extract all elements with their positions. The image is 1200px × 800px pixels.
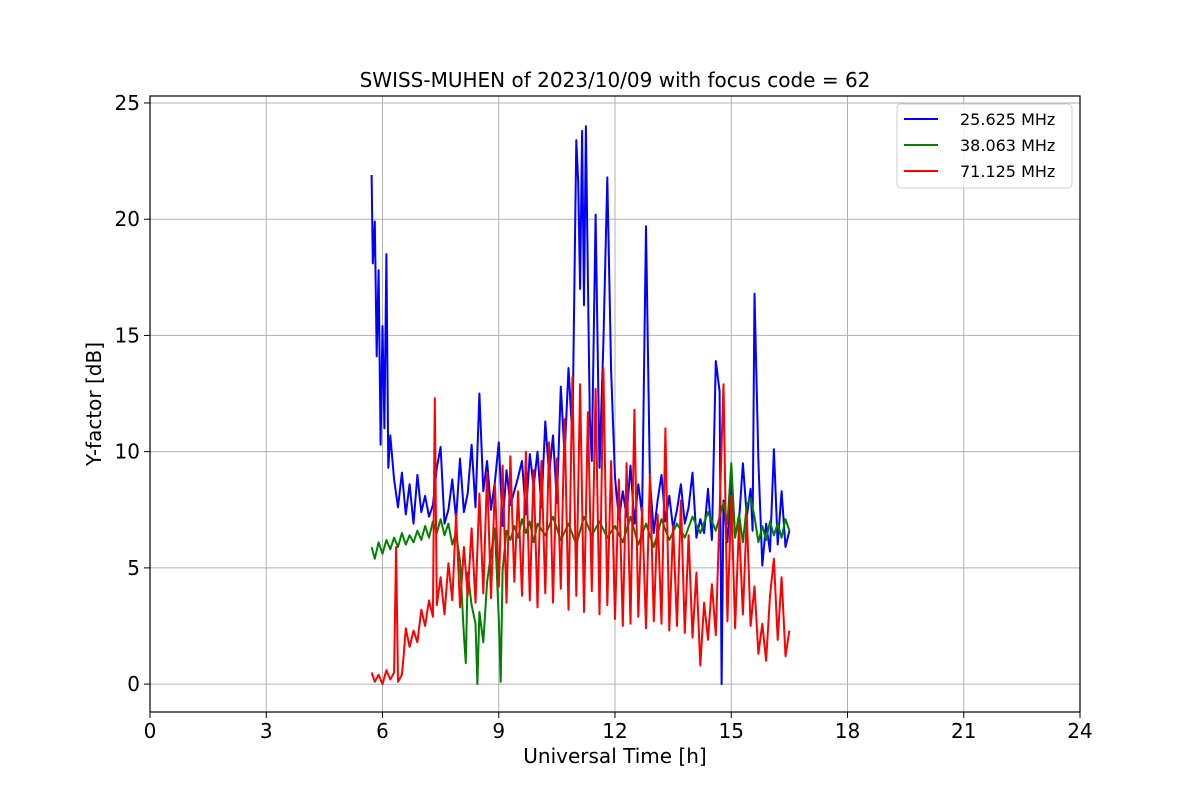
x-tick-label: 15 <box>719 719 744 743</box>
legend: 25.625 MHz 38.063 MHz 71.125 MHz <box>896 103 1073 189</box>
series-line-1 <box>370 125 791 686</box>
x-axis-label: Universal Time [h] <box>523 744 706 768</box>
y-tick-label: 25 <box>115 91 140 115</box>
legend-box <box>896 103 1073 189</box>
y-axis-label: Y-factor [dB] <box>82 342 106 467</box>
x-tick-label: 0 <box>144 719 157 743</box>
series-line-3 <box>370 367 791 686</box>
y-tick-label: 10 <box>115 440 140 464</box>
chart-title: SWISS-MUHEN of 2023/10/09 with focus cod… <box>360 68 871 92</box>
y-tick-label: 20 <box>115 207 140 231</box>
x-tick-label: 9 <box>492 719 505 743</box>
legend-label-2: 38.063 MHz <box>960 136 1055 155</box>
series-layer <box>370 125 791 686</box>
x-tick-label: 24 <box>1067 719 1092 743</box>
x-tick-label: 12 <box>602 719 627 743</box>
ticks: 0 3 6 9 12 15 18 21 24 0 5 10 15 20 25 <box>115 91 1093 743</box>
y-tick-label: 0 <box>127 672 140 696</box>
x-tick-label: 6 <box>376 719 389 743</box>
x-tick-label: 21 <box>951 719 976 743</box>
legend-label-3: 71.125 MHz <box>960 162 1055 181</box>
x-tick-label: 18 <box>835 719 860 743</box>
legend-label-1: 25.625 MHz <box>960 110 1055 129</box>
y-tick-label: 15 <box>115 323 140 347</box>
y-tick-label: 5 <box>127 556 140 580</box>
x-tick-label: 3 <box>260 719 273 743</box>
